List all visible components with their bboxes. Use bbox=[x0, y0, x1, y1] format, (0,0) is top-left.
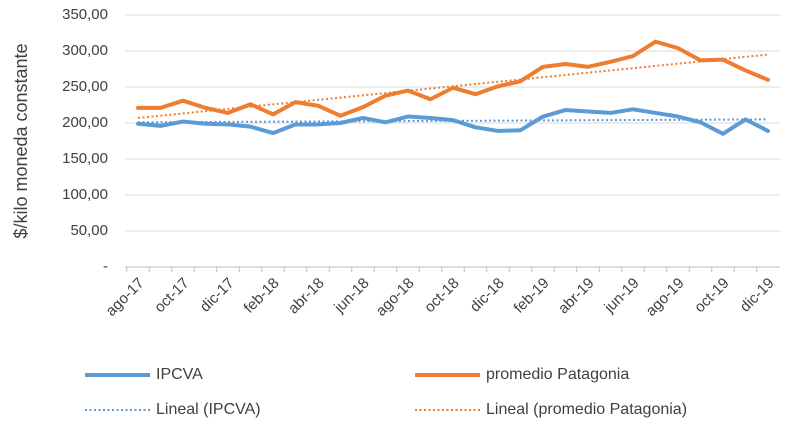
x-tick-label: oct-17 bbox=[151, 275, 193, 317]
y-tick-label: 50,00 bbox=[70, 222, 108, 239]
x-tick-label: oct-19 bbox=[691, 275, 733, 317]
x-tick-label: jun-18 bbox=[330, 275, 372, 317]
trend-line bbox=[137, 53, 769, 119]
legend-label: Lineal (promedio Patagonia) bbox=[486, 401, 687, 418]
series-line bbox=[136, 39, 770, 118]
x-tick-label: ago-19 bbox=[643, 275, 688, 320]
legend-label: promedio Patagonia bbox=[486, 366, 629, 383]
x-tick-label: dic-19 bbox=[737, 275, 778, 316]
x-tick-label: dic-17 bbox=[197, 275, 238, 316]
trend-line bbox=[137, 118, 769, 124]
x-tick-label: abr-19 bbox=[555, 275, 598, 318]
x-tick-label: ago-18 bbox=[373, 275, 418, 320]
y-tick-label: 350,00 bbox=[62, 6, 108, 23]
x-tick-label: dic-18 bbox=[467, 275, 508, 316]
y-axis-label: $/kilo moneda constante bbox=[11, 43, 31, 238]
y-tick-label: 150,00 bbox=[62, 150, 108, 167]
x-tick-label: abr-18 bbox=[285, 275, 328, 318]
legend-label: IPCVA bbox=[156, 366, 203, 383]
legend-label: Lineal (IPCVA) bbox=[156, 401, 261, 418]
x-tick-label: ago-17 bbox=[103, 275, 148, 320]
x-tick-label: feb-18 bbox=[241, 275, 283, 317]
y-tick-label: 300,00 bbox=[62, 42, 108, 59]
y-tick-label: 200,00 bbox=[62, 114, 108, 131]
x-tick-label: jun-19 bbox=[600, 275, 642, 317]
y-tick-label: 100,00 bbox=[62, 186, 108, 203]
y-tick-label: 250,00 bbox=[62, 78, 108, 95]
x-tick-label: feb-19 bbox=[511, 275, 553, 317]
x-tick-label: oct-18 bbox=[421, 275, 463, 317]
y-tick-label: - bbox=[103, 258, 108, 275]
